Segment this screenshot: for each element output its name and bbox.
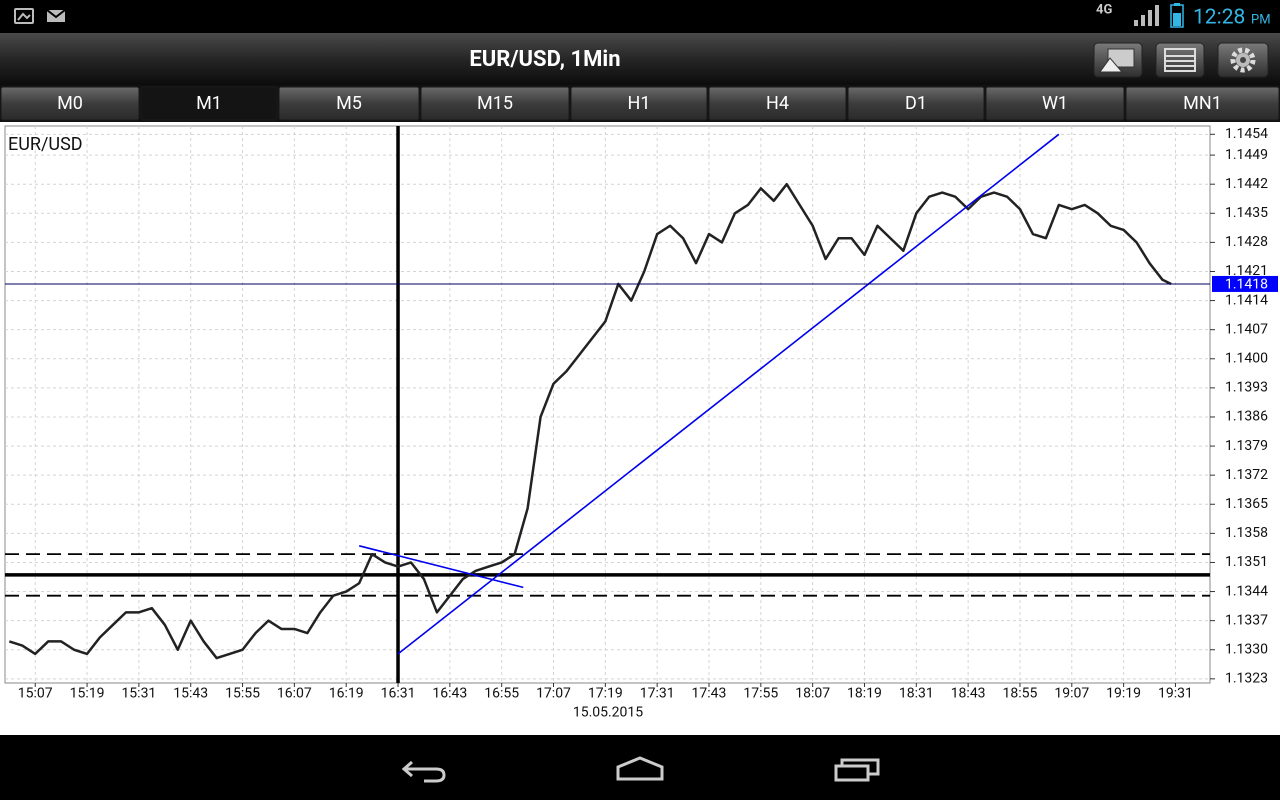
x-tick-label: 18:55 (1003, 686, 1038, 702)
home-button[interactable] (616, 756, 664, 781)
y-tick-label: 1.1379 (1225, 438, 1268, 454)
x-tick-label: 17:31 (640, 686, 675, 702)
tab-label: H4 (766, 93, 789, 114)
x-tick-label: 19:31 (1158, 686, 1193, 702)
recents-button[interactable] (834, 758, 880, 782)
tab-label: M5 (336, 93, 362, 114)
y-tick-label: 1.1358 (1225, 525, 1268, 541)
y-tick-label: 1.1337 (1225, 612, 1268, 628)
price-line (8, 182, 1172, 660)
tab-label: M1 (196, 93, 222, 114)
y-tick-label: 1.1428 (1225, 234, 1268, 250)
tab-label: M0 (57, 93, 83, 114)
x-tick-label: 18:43 (951, 686, 986, 702)
chart-title: EUR/USD (8, 134, 83, 155)
x-tick-label: 16:43 (432, 686, 467, 702)
y-tick-label: 1.1386 (1225, 409, 1268, 425)
screen-title: EUR/USD, 1Min (469, 47, 620, 72)
signal-bars (1134, 5, 1159, 26)
timeframe-tab[interactable]: M5 (278, 86, 420, 121)
y-tick-label: 1.1414 (1225, 292, 1268, 308)
y-tick-label: 1.1323 (1225, 671, 1268, 687)
chart-area (0, 122, 1280, 735)
trendline (397, 133, 1060, 655)
tab-label: MN1 (1183, 93, 1222, 114)
y-tick-label: 1.1344 (1225, 583, 1268, 599)
timeframe-tab[interactable]: H4 (708, 86, 847, 121)
y-tick-label: 1.1393 (1225, 380, 1268, 396)
y-tick-label: 1.1407 (1225, 321, 1268, 337)
plot-frame (4, 125, 1211, 684)
chart-type-button[interactable] (1093, 42, 1143, 78)
last-price-label: 1.1418 (1225, 277, 1268, 293)
y-tick-label: 1.1372 (1225, 467, 1268, 483)
settings-button[interactable] (1217, 42, 1269, 78)
trendline (358, 545, 524, 589)
tab-background (985, 86, 1125, 121)
tab-label: M15 (477, 93, 513, 114)
x-tick-label: 15:19 (70, 686, 105, 702)
tab-label: D1 (905, 93, 927, 114)
x-tick-label: 16:31 (381, 686, 416, 702)
timeframe-tab[interactable]: H1 (570, 86, 708, 121)
clock-time: 12:28 (1193, 6, 1245, 30)
x-tick-label: 16:55 (484, 686, 519, 702)
tab-background (0, 86, 140, 121)
tab-background (140, 86, 278, 121)
x-tick-label: 19:19 (1106, 686, 1141, 702)
tab-background (1125, 86, 1280, 121)
tab-background (847, 86, 985, 121)
x-tick-label: 15:43 (173, 686, 208, 702)
network-type: 4G (1096, 2, 1112, 17)
title-bar (0, 33, 1280, 85)
tab-background (278, 86, 420, 121)
y-tick-label: 1.1454 (1225, 126, 1268, 142)
x-tick-label: 18:19 (847, 686, 882, 702)
y-tick-label: 1.1351 (1225, 554, 1268, 570)
y-tick-label: 1.1442 (1225, 176, 1268, 192)
status-bar (0, 0, 1280, 33)
last-price-tag (1212, 275, 1278, 292)
y-tick-label: 1.1449 (1225, 147, 1268, 163)
timeframe-tab[interactable]: M0 (0, 86, 140, 121)
tab-background (708, 86, 847, 121)
y-tick-label: 1.1421 (1225, 263, 1268, 279)
tab-label: W1 (1042, 93, 1068, 114)
x-tick-label: 17:43 (692, 686, 727, 702)
timeframe-tab[interactable]: MN1 (1125, 86, 1280, 121)
x-tick-label: 16:07 (277, 686, 312, 702)
x-axis-date: 15.05.2015 (573, 705, 643, 721)
x-tick-label: 19:07 (1054, 686, 1089, 702)
tab-background (570, 86, 708, 121)
x-tick-label: 18:07 (795, 686, 830, 702)
battery (1170, 3, 1184, 28)
timeframe-tab[interactable]: D1 (847, 86, 985, 121)
timeframe-tab[interactable]: M15 (420, 86, 570, 121)
y-tick-label: 1.1365 (1225, 496, 1268, 512)
x-tick-label: 16:19 (329, 686, 364, 702)
timeframe-tab[interactable]: W1 (985, 86, 1125, 121)
x-tick-label: 15:55 (225, 686, 260, 702)
x-tick-label: 17:19 (588, 686, 623, 702)
x-tick-label: 17:55 (743, 686, 778, 702)
tab-label: H1 (628, 93, 651, 114)
tab-background (420, 86, 570, 121)
y-tick-label: 1.1435 (1225, 205, 1268, 221)
notification-icons (14, 8, 66, 24)
nav-bar (0, 735, 1280, 800)
menu-button[interactable] (1155, 42, 1205, 78)
clock-ampm: PM (1251, 12, 1271, 27)
x-tick-label: 18:31 (899, 686, 934, 702)
x-tick-label: 17:07 (536, 686, 571, 702)
back-button[interactable] (401, 760, 446, 783)
y-tick-label: 1.1330 (1225, 641, 1268, 657)
y-tick-label: 1.1400 (1225, 350, 1268, 366)
timeframe-tab[interactable]: M1 (140, 86, 278, 121)
x-tick-label: 15:31 (121, 686, 156, 702)
x-tick-label: 15:07 (18, 686, 53, 702)
